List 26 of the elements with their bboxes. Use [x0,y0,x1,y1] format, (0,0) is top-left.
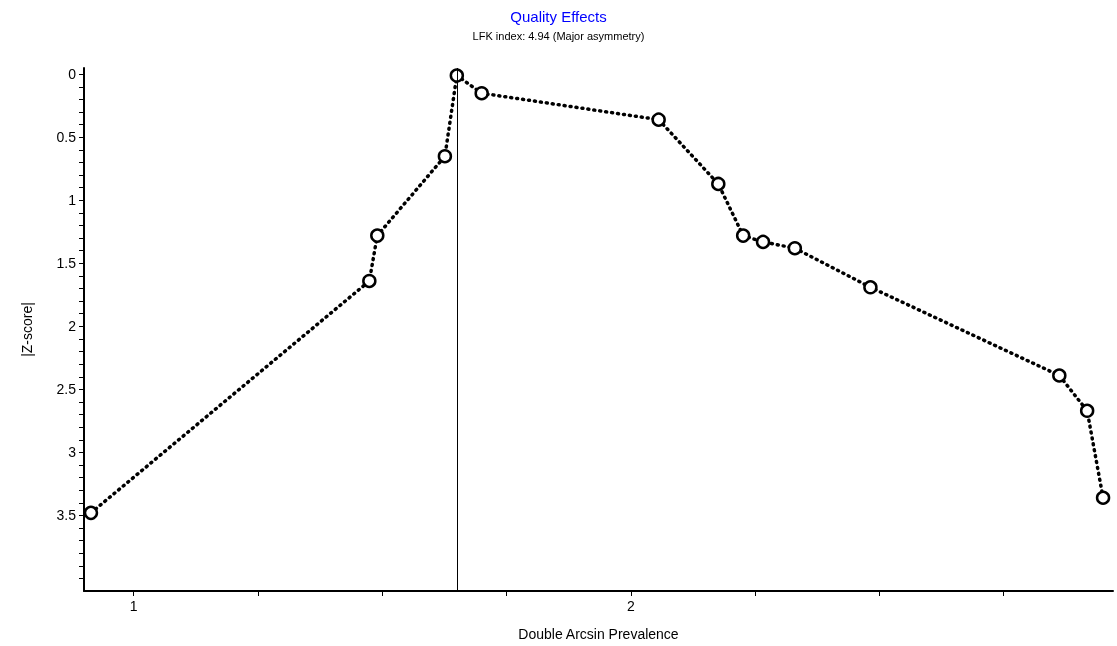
y-tick-label: 2 [68,318,77,335]
y-tick-label: 3.5 [56,507,77,524]
y-tick-label: 0 [68,66,77,83]
point [1095,490,1111,505]
y-tick-label: 2.5 [56,381,77,398]
point [863,280,878,295]
y-tick-label: 3 [68,444,77,461]
point [755,234,771,250]
point [651,112,666,127]
y-tick-label: 1 [68,192,77,209]
chart-subtitle: LFK index: 4.94 (Major asymmetry) [472,29,645,42]
point [370,228,385,243]
point [711,176,726,192]
point [362,273,377,289]
x-axis-title: Double Arcsin Prevalence [518,626,679,642]
point [1079,403,1095,419]
point [83,505,99,521]
point [735,228,751,243]
y-tick-label: 0.5 [56,129,77,146]
point [1052,368,1067,383]
chart-title: Quality Effects [510,8,607,25]
y-tick-label: 1.5 [56,255,77,272]
point [787,240,803,256]
y-axis-title: |Z-score| [19,302,35,357]
point [474,85,489,101]
point [437,148,453,164]
